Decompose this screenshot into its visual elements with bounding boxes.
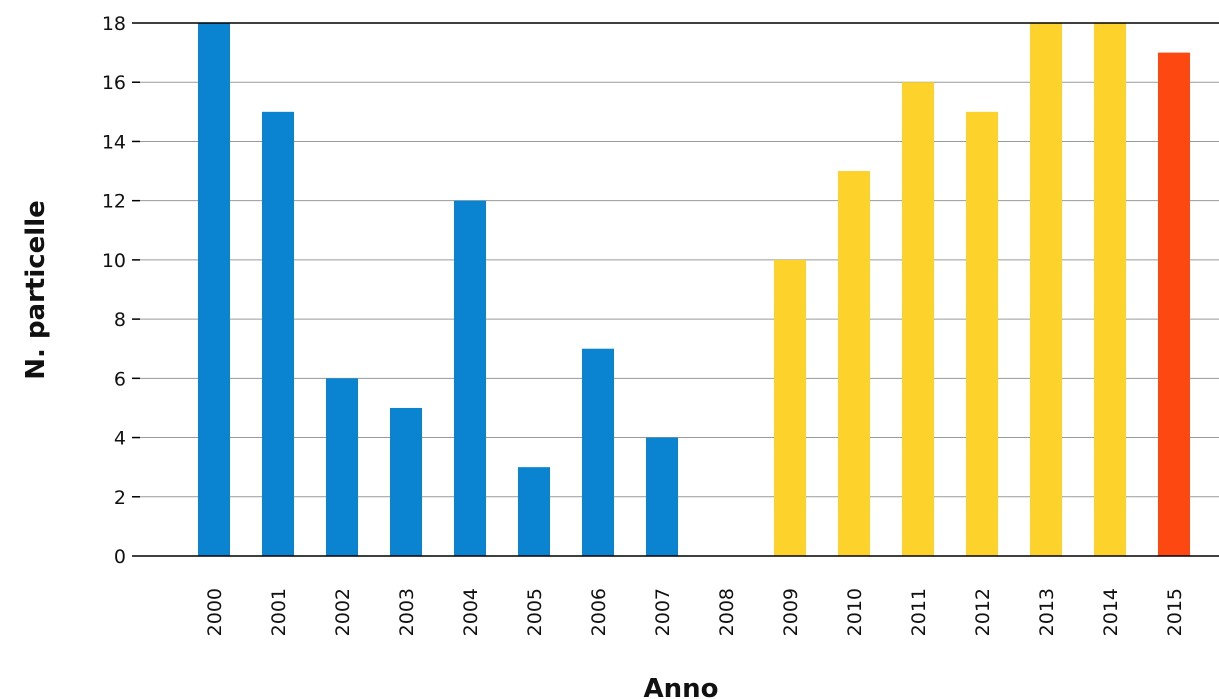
y-tick-label: 2 — [114, 487, 126, 509]
bars — [198, 23, 1190, 557]
bar-2010 — [838, 171, 870, 557]
axes — [140, 22, 1219, 557]
y-tick-label: 14 — [102, 131, 126, 153]
x-tick-label: 2002 — [332, 588, 354, 636]
y-tick-label: 8 — [114, 309, 126, 331]
bar-2002 — [326, 378, 358, 556]
bar-2013 — [1030, 23, 1062, 556]
x-axis-title: Anno — [643, 674, 718, 699]
bar-2012 — [966, 111, 998, 556]
y-tick-label: 10 — [102, 250, 126, 272]
y-tick-label: 18 — [102, 13, 126, 35]
bar-2007 — [646, 437, 678, 556]
bar-2005 — [518, 467, 550, 556]
y-tick-label: 0 — [114, 546, 126, 568]
bar-2006 — [582, 348, 614, 556]
y-tick-label: 4 — [114, 428, 126, 450]
x-tick-label: 2009 — [780, 588, 802, 636]
x-tick-label: 2004 — [460, 588, 482, 636]
y-tick-label: 12 — [102, 191, 126, 213]
x-tick-label: 2007 — [652, 588, 674, 636]
y-tick-labels: 0 2 4 6 8 10 12 14 16 18 — [102, 13, 126, 568]
bar-2014 — [1094, 23, 1126, 556]
x-tick-label: 2008 — [716, 588, 738, 636]
x-tick-label: 2003 — [396, 588, 418, 636]
y-tick-label: 6 — [114, 368, 126, 390]
x-tick-labels: 2000 2001 2002 2003 2004 2005 2006 2007 2008 2009… — [204, 588, 1186, 636]
bar-2001 — [262, 111, 294, 556]
y-tick-label: 16 — [102, 72, 126, 94]
bar-2004 — [454, 200, 486, 556]
x-tick-label: 2015 — [1164, 588, 1186, 636]
x-tick-label: 2006 — [588, 588, 610, 636]
bar-2009 — [774, 259, 806, 556]
bar-2000 — [198, 23, 230, 556]
x-tick-label: 2005 — [524, 588, 546, 636]
y-axis-title: N. particelle — [21, 200, 51, 380]
bar-2011 — [902, 82, 934, 556]
x-tick-label: 2010 — [844, 588, 866, 636]
bar-2015 — [1158, 52, 1190, 556]
x-tick-label: 2014 — [1100, 588, 1122, 636]
x-tick-label: 2011 — [908, 588, 930, 636]
x-tick-label: 2001 — [268, 588, 290, 636]
x-tick-label: 2000 — [204, 588, 226, 636]
bar-2003 — [390, 407, 422, 556]
x-tick-label: 2012 — [972, 588, 994, 636]
x-tick-label: 2013 — [1036, 588, 1058, 636]
